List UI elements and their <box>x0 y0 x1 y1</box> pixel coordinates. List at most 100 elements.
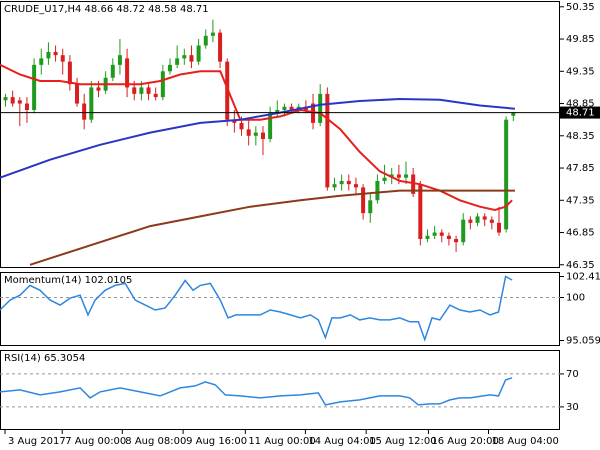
candle-body <box>32 64 37 110</box>
candle-body <box>289 106 294 110</box>
candle-body <box>153 93 158 98</box>
candle-body <box>239 122 244 130</box>
x-tick-label: 9 Aug 16:00 <box>186 436 247 447</box>
candle-body <box>53 51 58 56</box>
candle-body <box>10 97 15 104</box>
last-price-label: 48.71 <box>566 108 595 119</box>
y-tick-label: 49.85 <box>566 34 595 45</box>
y-tick-label: 46.85 <box>566 228 595 239</box>
candle-body <box>396 174 401 178</box>
x-tick-label: 11 Aug 00:00 <box>248 436 315 447</box>
candle-body <box>160 71 165 98</box>
candle-body <box>182 55 187 59</box>
candle-body <box>210 32 215 36</box>
x-tick-label: 7 Aug 00:00 <box>65 436 126 447</box>
candle-body <box>232 119 237 123</box>
candle-body <box>39 58 44 65</box>
panel-title: RSI(14) 65.3054 <box>4 353 85 364</box>
candle-body <box>446 235 451 239</box>
candle-body <box>353 184 358 188</box>
candle-body <box>482 216 487 220</box>
candle-body <box>75 84 80 104</box>
candle-body <box>361 187 366 214</box>
candle-body <box>346 180 351 185</box>
y-tick-label: 49.35 <box>566 66 595 77</box>
y-tick-label: 95.0592 <box>566 336 600 347</box>
candle-body <box>17 100 22 104</box>
y-tick-label: 47.35 <box>566 195 595 206</box>
y-tick-label: 50.35 <box>566 2 595 13</box>
candle-body <box>382 177 387 181</box>
x-tick-label: 3 Aug 2017 <box>8 436 66 447</box>
candle-body <box>411 174 416 194</box>
candle-body <box>46 51 51 59</box>
y-tick-label: 48.85 <box>566 99 595 110</box>
candle-body <box>132 87 137 94</box>
panel-title: CRUDE_U17,H4 48.66 48.72 48.58 48.71 <box>4 4 209 15</box>
candle-body <box>203 35 208 46</box>
candle-body <box>432 232 437 236</box>
candle-body <box>425 235 430 239</box>
candle-body <box>318 93 323 123</box>
candle-body <box>89 87 94 120</box>
y-tick-label: 48.35 <box>566 131 595 142</box>
y-tick-label: 46.35 <box>566 260 595 271</box>
candle-body <box>268 113 273 140</box>
candle-body <box>404 174 409 178</box>
panel-frame <box>0 350 560 430</box>
candle-body <box>168 64 173 72</box>
x-tick-label: 14 Aug 04:00 <box>308 436 375 447</box>
candle-body <box>3 97 8 101</box>
candle-body <box>117 55 122 65</box>
x-tick-label: 16 Aug 20:00 <box>431 436 498 447</box>
candle-body <box>368 200 373 214</box>
y-tick-label: 30 <box>566 402 579 413</box>
y-tick-label: 70 <box>566 369 579 380</box>
x-tick-label: 8 Aug 08:00 <box>125 436 186 447</box>
candle-body <box>246 129 251 136</box>
panel-title: Momentum(14) 102.0105 <box>4 275 132 286</box>
candle-body <box>282 106 287 110</box>
y-tick-label: 100 <box>566 293 585 304</box>
candle-body <box>504 119 509 230</box>
candle-body <box>468 219 473 223</box>
moving-average <box>0 63 513 212</box>
candle-body <box>339 180 344 185</box>
x-tick-label: 15 Aug 12:00 <box>369 436 436 447</box>
candle-body <box>454 238 459 243</box>
candle-body <box>110 64 115 78</box>
y-tick-label: 102.4114 <box>566 272 600 283</box>
candle-body <box>475 216 480 223</box>
candle-body <box>275 109 280 114</box>
candle-body <box>375 180 380 201</box>
candle-body <box>189 55 194 62</box>
candle-body <box>311 103 316 123</box>
moving-average <box>29 189 515 266</box>
candle-body <box>24 103 29 110</box>
indicator-line <box>0 377 513 406</box>
candle-body <box>439 232 444 236</box>
y-tick-label: 47.85 <box>566 163 595 174</box>
candle-body <box>67 61 72 85</box>
candle-body <box>60 55 65 62</box>
candle-body <box>96 87 101 91</box>
candle-body <box>461 219 466 243</box>
x-tick-label: 18 Aug 04:00 <box>491 436 558 447</box>
candle-body <box>325 93 330 188</box>
candle-body <box>253 132 258 136</box>
candle-body <box>125 58 130 88</box>
candle-body <box>146 87 151 94</box>
candle-body <box>139 87 144 94</box>
last-price-box <box>560 106 600 119</box>
candle-body <box>496 222 501 233</box>
candle-body <box>260 132 265 140</box>
candle-body <box>489 219 494 223</box>
candle-body <box>332 184 337 188</box>
candle-body <box>175 58 180 65</box>
candle-body <box>196 45 201 62</box>
panel-frame <box>0 1 560 268</box>
candle-body <box>418 184 423 239</box>
